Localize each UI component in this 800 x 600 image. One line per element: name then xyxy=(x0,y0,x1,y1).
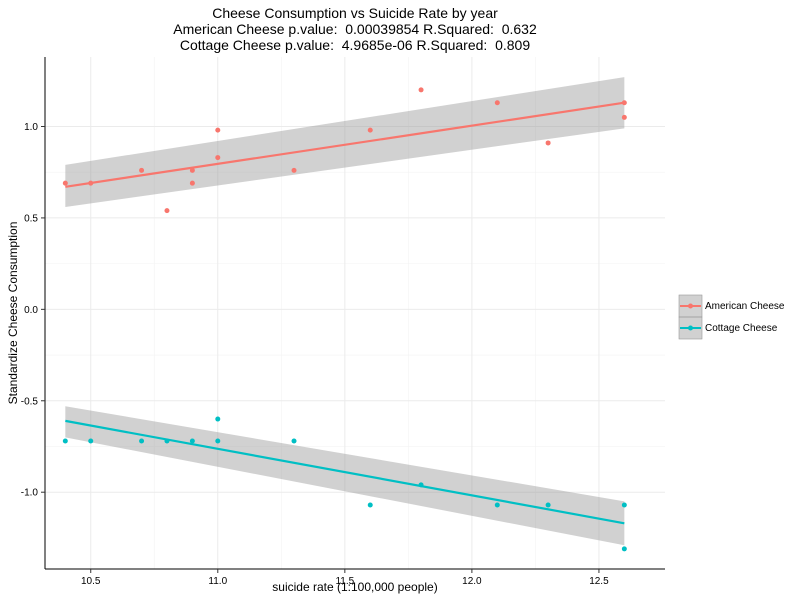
data-points xyxy=(62,87,627,552)
cottage-cheese-confidence-band xyxy=(65,406,625,546)
american-cheese-data-point xyxy=(62,180,68,186)
x-tick-label: 11.0 xyxy=(208,576,227,587)
y-tick-label: 0.5 xyxy=(24,213,38,224)
chart-title-line-3: Cottage Cheese p.value: 4.9685e-06 R.Squ… xyxy=(179,37,531,53)
cottage-cheese-data-point xyxy=(494,502,500,508)
american-cheese-data-point xyxy=(367,127,373,133)
regression-lines xyxy=(65,101,625,525)
cottage-cheese-data-point xyxy=(164,438,170,444)
y-tick-label: -1.0 xyxy=(21,488,39,499)
y-tick-label: 1.0 xyxy=(24,122,38,133)
grid-lines xyxy=(45,57,665,569)
american-cheese-data-point xyxy=(494,100,500,106)
y-axis-title: Standardize Cheese Consumption xyxy=(6,221,20,405)
american-cheese-data-point xyxy=(139,167,145,173)
legend xyxy=(678,294,703,340)
chart-title-line-1: Cheese Consumption vs Suicide Rate by ye… xyxy=(212,5,498,21)
american-cheese-data-point xyxy=(215,127,221,133)
cottage-cheese-data-point xyxy=(418,482,424,488)
cottage-cheese-data-point xyxy=(545,502,551,508)
x-axis-title: suicide rate (1:100,000 people) xyxy=(272,580,438,594)
american-cheese-data-point xyxy=(189,167,195,173)
x-tick-label: 12.5 xyxy=(589,576,609,587)
confidence-bands xyxy=(65,77,625,546)
american-cheese-data-point xyxy=(291,167,297,173)
cottage-cheese-data-point xyxy=(139,438,145,444)
american-cheese-data-point xyxy=(164,208,170,214)
cottage-cheese-regression-line xyxy=(65,419,625,525)
american-cheese-data-point xyxy=(418,87,424,93)
legend-label-cottage-cheese: Cottage Cheese xyxy=(705,323,778,334)
american-cheese-data-point xyxy=(545,140,551,146)
chart-title-line-2: American Cheese p.value: 0.00039854 R.Sq… xyxy=(173,21,537,37)
y-tick-label: -0.5 xyxy=(21,396,39,407)
y-tick-label: 0.0 xyxy=(24,305,38,316)
cottage-cheese-data-point xyxy=(189,438,195,444)
x-tick-label: 12.0 xyxy=(462,576,482,587)
axes: 10.5 11.0 11.5 12.0 12.5 -1.0 -0.5 0.0 0.5 1.0 xyxy=(21,57,665,587)
cottage-cheese-data-point xyxy=(215,438,221,444)
cottage-cheese-data-point xyxy=(367,502,373,508)
cottage-cheese-data-point xyxy=(62,438,68,444)
american-cheese-confidence-band xyxy=(65,77,625,207)
american-cheese-data-point xyxy=(621,114,627,120)
american-cheese-data-point xyxy=(88,180,94,186)
cottage-cheese-data-point xyxy=(88,438,94,444)
cottage-cheese-legend-point xyxy=(688,325,693,331)
legend-label-american-cheese: American Cheese xyxy=(705,301,785,312)
american-cheese-data-point xyxy=(189,180,195,186)
american-cheese-legend-point xyxy=(688,303,693,309)
american-cheese-data-point xyxy=(215,155,221,161)
x-tick-label: 10.5 xyxy=(81,576,101,587)
cottage-cheese-data-point xyxy=(291,438,297,444)
american-cheese-regression-line xyxy=(65,101,625,188)
cottage-cheese-data-point xyxy=(621,546,627,552)
x-tick-label: 11.5 xyxy=(335,576,354,587)
cottage-cheese-data-point xyxy=(215,416,221,422)
american-cheese-data-point xyxy=(621,100,627,106)
cottage-cheese-data-point xyxy=(621,502,627,508)
